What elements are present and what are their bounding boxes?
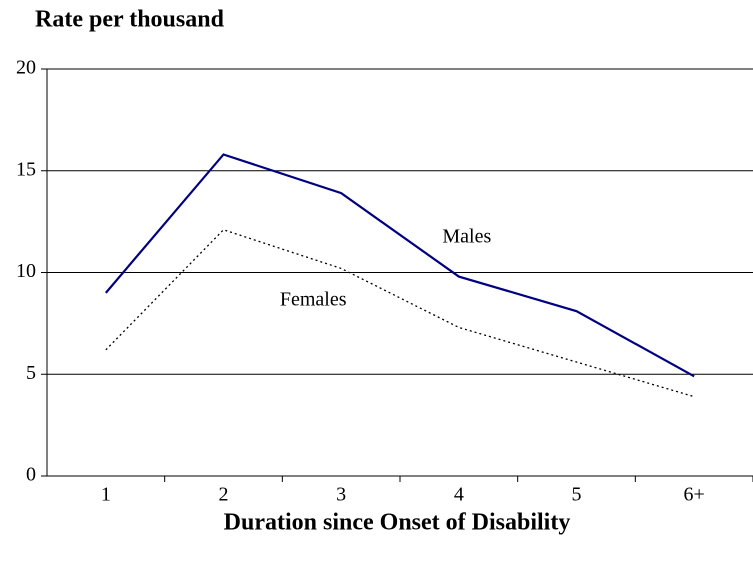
y-tick-label: 0 bbox=[26, 464, 36, 486]
x-tick-label: 2 bbox=[219, 484, 229, 506]
x-tick-label: 6+ bbox=[684, 484, 705, 506]
y-tick-label: 5 bbox=[26, 362, 36, 384]
series-label: Females bbox=[280, 289, 347, 311]
y-tick-label: 20 bbox=[16, 57, 36, 79]
y-tick-label: 10 bbox=[16, 260, 36, 282]
x-axis-title: Duration since Onset of Disability bbox=[224, 510, 571, 536]
line-series bbox=[104, 153, 695, 378]
line-series bbox=[105, 229, 695, 398]
chart-title: Rate per thousand bbox=[35, 7, 225, 33]
y-tick-label: 15 bbox=[16, 158, 36, 180]
series-label: Males bbox=[442, 225, 491, 247]
x-tick-label: 1 bbox=[101, 484, 111, 506]
x-tick-label: 5 bbox=[572, 484, 582, 506]
x-tick-label: 4 bbox=[454, 484, 464, 506]
x-tick-label: 3 bbox=[336, 484, 346, 506]
